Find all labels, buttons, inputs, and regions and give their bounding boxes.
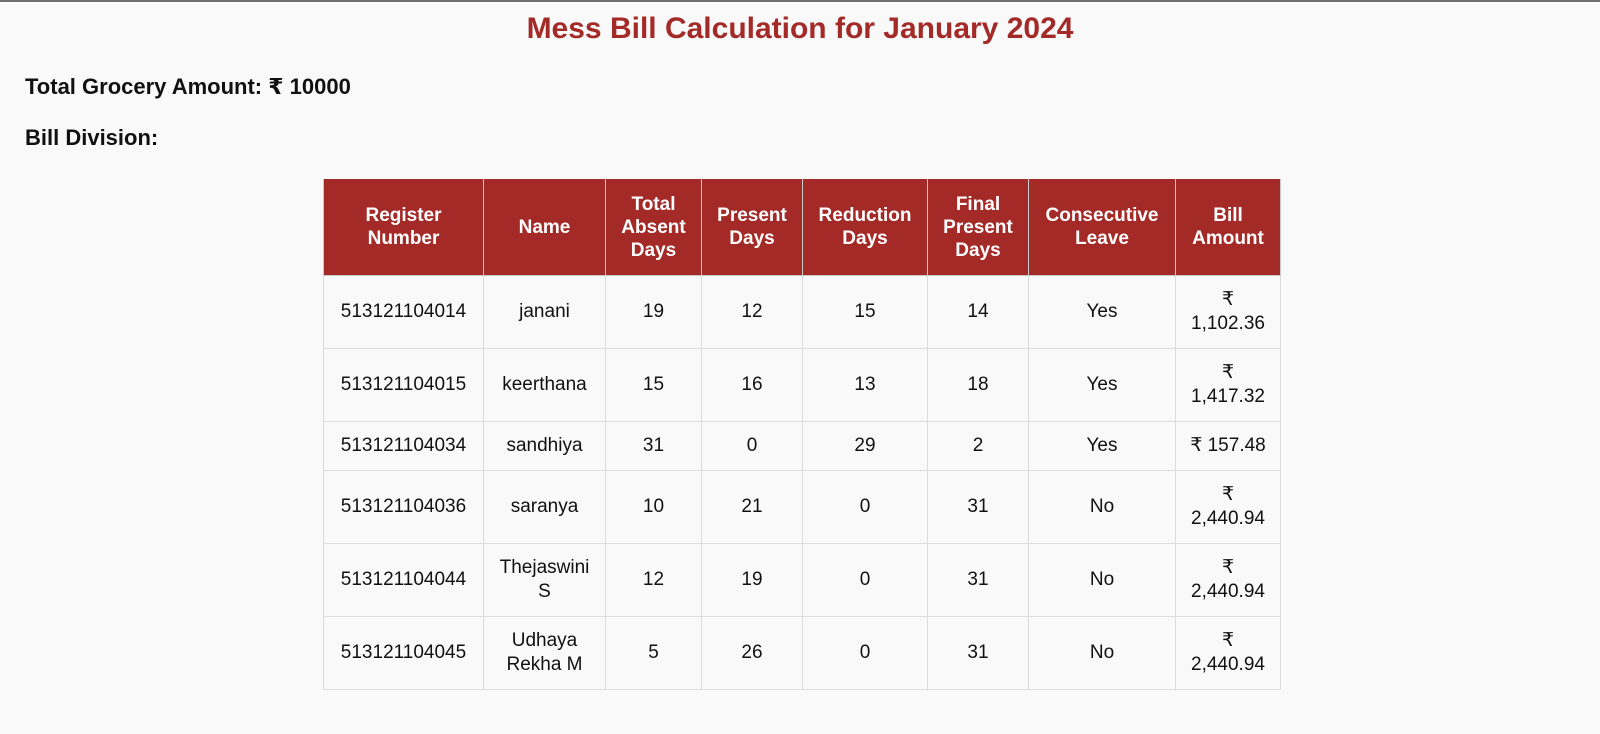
final-present-days-cell: 31: [927, 470, 1029, 544]
name-cell: Thejaswini S: [483, 543, 606, 617]
final-present-days-cell: 2: [927, 421, 1029, 471]
final-present-days-cell: 31: [927, 616, 1029, 690]
bill-amount-cell: ₹ 2,440.94: [1175, 543, 1281, 617]
register-number-cell: 513121104015: [323, 348, 484, 422]
total-absent-days-cell: 19: [605, 275, 702, 349]
reduction-days-cell: 13: [802, 348, 928, 422]
bill-amount-cell: ₹ 157.48: [1175, 421, 1281, 471]
reduction-days-cell: 0: [802, 470, 928, 544]
reduction-days-cell: 0: [802, 616, 928, 690]
bill-amount-cell: ₹ 1,417.32: [1175, 348, 1281, 422]
register-number-cell: 513121104044: [323, 543, 484, 617]
present-days-cell: 12: [701, 275, 803, 349]
bill-table: Register Number Name Total Absent Days P…: [323, 179, 1281, 690]
table-row: 513121104034 sandhiya 31 0 29 2 Yes ₹ 15…: [323, 421, 1281, 471]
present-days-cell: 19: [701, 543, 803, 617]
consecutive-leave-cell: No: [1028, 616, 1176, 690]
total-absent-days-cell: 5: [605, 616, 702, 690]
header-name: Name: [483, 179, 606, 276]
register-number-cell: 513121104045: [323, 616, 484, 690]
consecutive-leave-cell: Yes: [1028, 275, 1176, 349]
total-absent-days-cell: 15: [605, 348, 702, 422]
header-bill-amount: Bill Amount: [1175, 179, 1281, 276]
total-absent-days-cell: 10: [605, 470, 702, 544]
present-days-cell: 21: [701, 470, 803, 544]
final-present-days-cell: 31: [927, 543, 1029, 617]
final-present-days-cell: 18: [927, 348, 1029, 422]
bill-amount-cell: ₹ 2,440.94: [1175, 616, 1281, 690]
bill-amount-cell: ₹ 1,102.36: [1175, 275, 1281, 349]
header-final-present-days: Final Present Days: [927, 179, 1029, 276]
table-row: 513121104036 saranya 10 21 0 31 No ₹ 2,4…: [323, 470, 1281, 544]
register-number-cell: 513121104036: [323, 470, 484, 544]
total-absent-days-cell: 12: [605, 543, 702, 617]
reduction-days-cell: 0: [802, 543, 928, 617]
reduction-days-cell: 15: [802, 275, 928, 349]
register-number-cell: 513121104034: [323, 421, 484, 471]
header-reduction-days: Reduction Days: [802, 179, 928, 276]
name-cell: janani: [483, 275, 606, 349]
register-number-cell: 513121104014: [323, 275, 484, 349]
total-grocery-amount: Total Grocery Amount: ₹ 10000: [25, 74, 351, 99]
present-days-cell: 26: [701, 616, 803, 690]
bill-amount-cell: ₹ 2,440.94: [1175, 470, 1281, 544]
reduction-days-cell: 29: [802, 421, 928, 471]
top-divider: [0, 0, 1600, 2]
name-cell: keerthana: [483, 348, 606, 422]
name-cell: saranya: [483, 470, 606, 544]
header-consecutive-leave: Consecutive Leave: [1028, 179, 1176, 276]
table-header-row: Register Number Name Total Absent Days P…: [323, 179, 1281, 276]
consecutive-leave-cell: No: [1028, 470, 1176, 544]
table-row: 513121104044 Thejaswini S 12 19 0 31 No …: [323, 543, 1281, 617]
header-present-days: Present Days: [701, 179, 803, 276]
page-title: Mess Bill Calculation for January 2024: [526, 12, 1074, 45]
total-absent-days-cell: 31: [605, 421, 702, 471]
table-row: 513121104045 Udhaya Rekha M 5 26 0 31 No…: [323, 616, 1281, 690]
consecutive-leave-cell: No: [1028, 543, 1176, 617]
present-days-cell: 16: [701, 348, 803, 422]
table-row: 513121104015 keerthana 15 16 13 18 Yes ₹…: [323, 348, 1281, 422]
name-cell: Udhaya Rekha M: [483, 616, 606, 690]
header-register-number: Register Number: [323, 179, 484, 276]
header-total-absent-days: Total Absent Days: [605, 179, 702, 276]
consecutive-leave-cell: Yes: [1028, 421, 1176, 471]
table-row: 513121104014 janani 19 12 15 14 Yes ₹ 1,…: [323, 275, 1281, 349]
final-present-days-cell: 14: [927, 275, 1029, 349]
present-days-cell: 0: [701, 421, 803, 471]
name-cell: sandhiya: [483, 421, 606, 471]
consecutive-leave-cell: Yes: [1028, 348, 1176, 422]
bill-division-heading: Bill Division:: [25, 125, 159, 150]
